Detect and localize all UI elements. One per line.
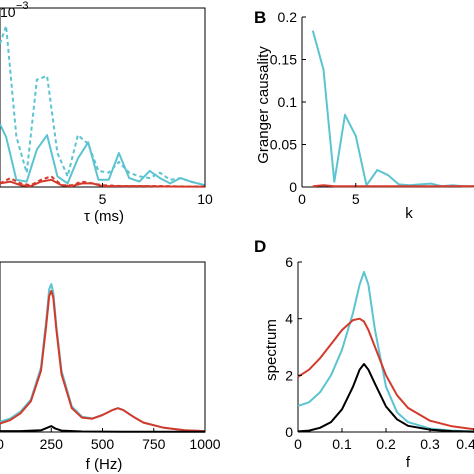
- panel-b-xtick-label: 5: [352, 191, 360, 207]
- panel-a: 10 −3 τ (ms) 5 10: [0, 0, 213, 225]
- panel-d-ytick-label: 6: [285, 254, 293, 270]
- panel-b-xtick-label: 0: [298, 191, 306, 207]
- panel-c-xtick-label: 500: [91, 436, 115, 452]
- panel-a-frame: [0, 7, 206, 188]
- panel-b-letter: B: [254, 8, 266, 27]
- panel-b-ytick-label: 0.1: [278, 94, 298, 110]
- panel-c-xlabel: f (Hz): [86, 456, 123, 473]
- panel-c: f (Hz) 0 250 500 750 1000: [0, 261, 221, 473]
- panel-b-xlabel: k: [405, 205, 413, 222]
- panel-d-ytick-label: 2: [285, 367, 293, 383]
- panel-d-xtick-label: 0.1: [332, 436, 352, 452]
- panel-d-letter: D: [254, 237, 266, 256]
- panel-a-exponent-base: 10: [0, 4, 16, 20]
- panel-c-xtick-label: 0: [0, 436, 4, 452]
- panel-c-frame: [0, 261, 206, 433]
- panel-d-ytick-label: 4: [285, 311, 293, 327]
- panel-b: B Granger causality k 0 5 0 0.05 0.1 0.15 0.2: [254, 8, 474, 222]
- panel-b-ytick-label: 0: [289, 179, 297, 195]
- panel-a-xlabel: τ (ms): [84, 208, 124, 225]
- panel-c-xtick-label: 750: [142, 436, 166, 452]
- panel-d-xtick-label: 0.2: [376, 436, 396, 452]
- panel-d-ylabel: spectrum: [263, 319, 280, 381]
- panel-b-series-red-solid-line: [312, 184, 474, 188]
- panel-a-xtick-label: 5: [99, 191, 107, 207]
- panel-d-series-cyan-solid-line: [297, 270, 474, 433]
- panel-b-ytick-label: 0.15: [270, 52, 297, 68]
- panel-b-series-cyan-solid-line: [311, 30, 474, 188]
- panel-a-xtick-label: 10: [197, 191, 213, 207]
- panel-a-series-cyan-dashed-line: [0, 24, 206, 187]
- panel-c-series-red-solid-line: [0, 289, 206, 433]
- panel-d-xtick-label: 0: [294, 436, 302, 452]
- panel-d-xlabel: f: [406, 454, 411, 471]
- panel-b-ytick-label: 0.05: [270, 137, 297, 153]
- panel-d-xtick-label: 0.4: [456, 436, 474, 452]
- panel-b-ytick-label: 0.2: [278, 9, 298, 25]
- panel-d-xtick-label: 0.3: [420, 436, 440, 452]
- panel-d-series-black-solid-line: [297, 363, 474, 433]
- panel-a-exponent-sup: −3: [16, 0, 29, 12]
- panel-a-series-cyan-solid-line: [0, 123, 206, 187]
- panel-d-ytick-label: 0: [285, 424, 293, 440]
- panel-c-xtick-label: 1000: [189, 436, 220, 452]
- panel-d: D spectrum f 0 0.1 0.2 0.3 0.4 0 2 4 6: [254, 237, 474, 471]
- panel-b-ylabel: Granger causality: [255, 46, 272, 164]
- panel-c-xtick-label: 250: [40, 436, 64, 452]
- panel-d-series-red-solid-line: [297, 317, 474, 431]
- panel-c-series-cyan-solid-line: [0, 283, 206, 433]
- panel-a-series-red-solid-line: [0, 178, 205, 188]
